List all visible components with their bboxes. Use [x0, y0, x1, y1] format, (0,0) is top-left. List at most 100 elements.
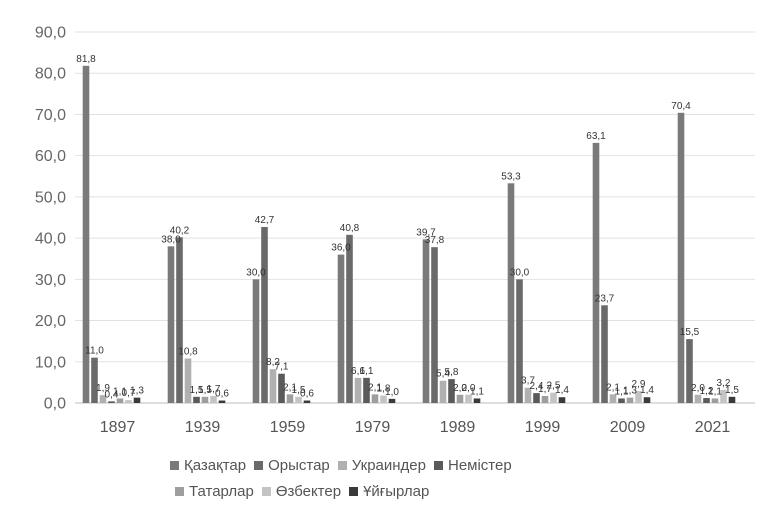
data-label: 2,0: [453, 383, 467, 394]
bar: [125, 400, 132, 403]
bar: [541, 395, 549, 403]
bar: [108, 401, 115, 403]
bar: [677, 112, 685, 403]
data-label: 0,7: [122, 388, 136, 399]
data-label: 3,7: [521, 376, 535, 387]
data-label: 53,3: [501, 171, 521, 182]
legend-swatch: [433, 460, 443, 470]
bar: [686, 339, 693, 403]
legend-swatch: [254, 460, 264, 470]
y-tick-label: 20,0: [35, 313, 66, 330]
data-label: 30,0: [246, 267, 266, 278]
bar: [422, 239, 430, 403]
data-label: 0,6: [215, 389, 229, 400]
data-labels: 81,811,01,90,41,10,71,338,040,210,81,51,…: [76, 54, 739, 401]
legend-swatch: [337, 460, 347, 470]
bar: [465, 394, 472, 403]
legend-label: Татарлар: [189, 482, 254, 500]
legend-row-2: Татарлар Өзбектер Ұйғырлар: [175, 478, 610, 504]
bar: [448, 379, 455, 403]
data-label: 8,2: [266, 357, 280, 368]
data-label: 5,8: [445, 367, 459, 378]
data-label: 1,1: [615, 386, 629, 397]
data-label: 5,4: [436, 369, 450, 380]
data-label: 6,1: [360, 366, 374, 377]
data-label: 1,5: [198, 385, 212, 396]
bar: [176, 237, 183, 403]
bar: [269, 369, 277, 403]
data-label: 39,7: [416, 227, 436, 238]
bar: [99, 395, 107, 403]
bar: [82, 65, 90, 404]
data-label: 1,2: [700, 386, 714, 397]
bar: [728, 396, 736, 403]
bar: [524, 387, 532, 403]
data-label: 1,3: [130, 386, 144, 397]
data-label: 81,8: [76, 54, 96, 65]
bar: [133, 397, 141, 403]
bar: [354, 377, 362, 403]
data-label: 1,5: [725, 385, 739, 396]
x-tick-label: 1999: [525, 419, 561, 436]
y-tick-label: 40,0: [35, 231, 66, 248]
data-label: 2,0: [691, 383, 705, 394]
bar: [516, 279, 523, 403]
bar: [261, 226, 268, 403]
data-label: 2,1: [606, 382, 620, 393]
data-label: 38,0: [161, 234, 181, 245]
y-axis-ticks: 0,0 10,0 20,0 30,0 40,0 50,0 60,0 70,0 80,0 90,0: [35, 25, 66, 413]
legend-item-uyghurs: Ұйғырлар: [349, 483, 429, 500]
data-label: 1,3: [623, 386, 637, 397]
legend-swatch: [175, 486, 184, 496]
legend-item-germans: Немістер: [433, 456, 512, 474]
bar: [626, 397, 634, 403]
data-label: 36,0: [331, 243, 351, 254]
data-label: 2,0: [462, 383, 476, 394]
y-tick-label: 90,0: [35, 25, 66, 42]
y-tick-label: 60,0: [35, 148, 66, 165]
data-label: 70,4: [671, 101, 691, 112]
bar: [388, 398, 396, 403]
data-label: 2,9: [632, 379, 646, 390]
bar: [473, 398, 481, 403]
bar: [456, 394, 464, 403]
data-label: 63,1: [586, 131, 606, 142]
data-label: 0,4: [105, 389, 119, 400]
data-label: 2,4: [530, 381, 544, 392]
legend-item-kazakhs: Қазақтар: [170, 457, 246, 474]
data-label: 11,0: [85, 346, 104, 357]
bar: [295, 396, 302, 403]
legend-label: Өзбектер: [275, 482, 342, 500]
bar: [252, 279, 260, 403]
legend-label: Украиндер: [351, 456, 426, 474]
legend-label: Немістер: [447, 456, 512, 474]
bar: [286, 394, 294, 403]
bar: [210, 395, 217, 403]
bar: [609, 394, 617, 403]
data-label: 23,7: [595, 293, 615, 304]
bar: [431, 247, 438, 403]
data-label: 1,9: [96, 383, 110, 394]
bar: [601, 305, 608, 403]
bar: [439, 380, 447, 403]
x-tick-label: 2009: [610, 419, 646, 436]
bar: [643, 397, 651, 403]
x-tick-label: 1979: [355, 419, 391, 436]
data-label: 1,0: [385, 387, 399, 398]
bar: [184, 358, 192, 403]
bar: [618, 398, 625, 403]
x-tick-label: 2021: [695, 419, 731, 436]
legend-swatch: [170, 460, 179, 470]
data-label: 6,1: [351, 366, 365, 377]
data-label: 15,5: [680, 327, 700, 338]
bar: [380, 395, 387, 403]
legend-item-uzbeks: Өзбектер: [261, 482, 342, 500]
bar: [193, 396, 200, 403]
data-label: 1,1: [470, 386, 484, 397]
x-axis-ticks: 1897 1939 1959 1979 1989 1999 2009 2021: [100, 419, 731, 436]
legend-label: Қазақтар: [184, 456, 247, 474]
x-tick-label: 1959: [270, 419, 306, 436]
data-label: 1,5: [292, 385, 306, 396]
x-tick-label: 1897: [100, 419, 136, 436]
